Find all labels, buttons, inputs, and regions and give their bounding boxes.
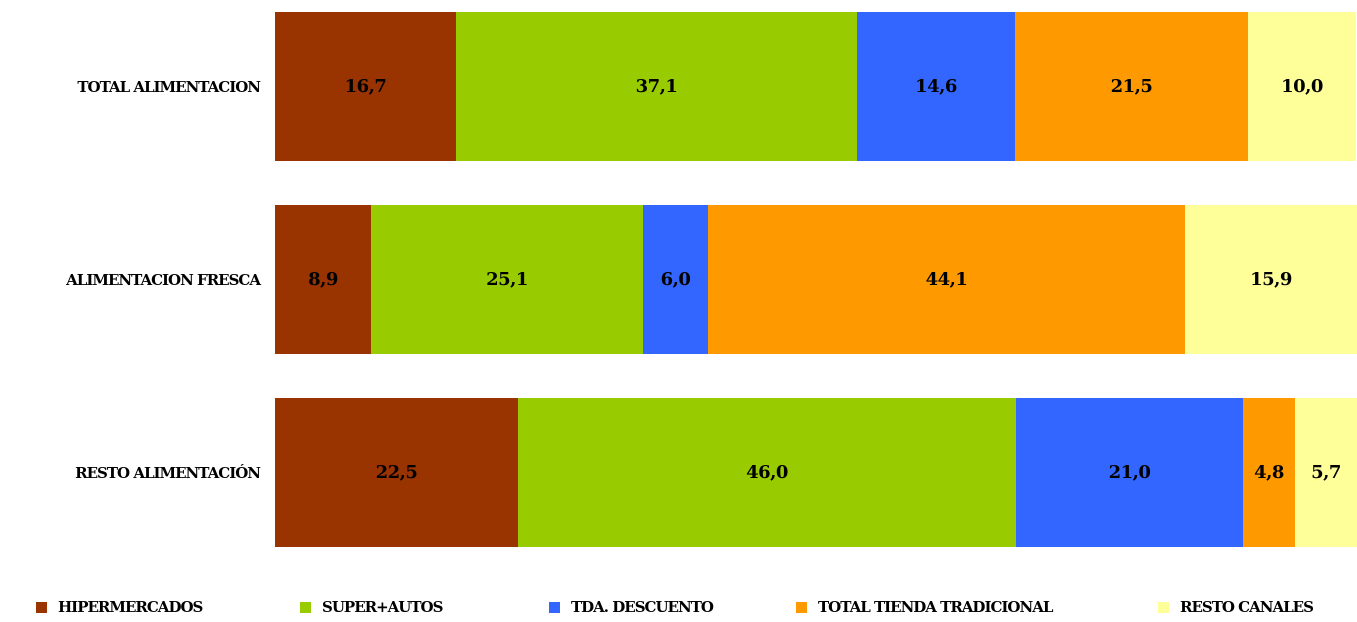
bar-row: 16,7 37,1 14,6 21,5 10,0 bbox=[275, 12, 1357, 161]
legend-item: TDA. DESCUENTO bbox=[549, 598, 714, 616]
bar-segment: 21,0 bbox=[1016, 398, 1243, 547]
legend-item: TOTAL TIENDA TRADICIONAL bbox=[796, 598, 1053, 616]
data-label: 25,1 bbox=[486, 269, 528, 290]
bar-segment: 10,0 bbox=[1248, 12, 1356, 161]
category-label: ALIMENTACION FRESCA bbox=[66, 270, 261, 289]
legend-label: HIPERMERCADOS bbox=[58, 598, 203, 616]
data-label: 46,0 bbox=[746, 462, 788, 483]
bar-segment: 44,1 bbox=[708, 205, 1185, 354]
data-label: 21,5 bbox=[1110, 76, 1153, 97]
legend-swatch bbox=[36, 601, 47, 613]
legend-item: SUPER+AUTOS bbox=[300, 598, 443, 616]
data-label: 10,0 bbox=[1281, 76, 1323, 97]
legend-label: TDA. DESCUENTO bbox=[571, 598, 714, 616]
legend-swatch bbox=[549, 601, 560, 613]
data-label: 15,9 bbox=[1250, 269, 1292, 290]
legend-label: RESTO CANALES bbox=[1180, 598, 1314, 616]
data-label: 8,9 bbox=[308, 269, 338, 290]
legend-swatch bbox=[300, 601, 311, 613]
data-label: 21,0 bbox=[1108, 462, 1151, 483]
bar-segment: 8,9 bbox=[275, 205, 371, 354]
category-label: TOTAL ALIMENTACION bbox=[77, 77, 261, 96]
data-label: 6,0 bbox=[660, 269, 691, 290]
bar-segment: 15,9 bbox=[1185, 205, 1357, 354]
bar-segment: 4,8 bbox=[1243, 398, 1295, 547]
bar-segment: 16,7 bbox=[275, 12, 456, 161]
data-label: 14,6 bbox=[915, 76, 957, 97]
data-label: 22,5 bbox=[375, 462, 418, 483]
data-label: 4,8 bbox=[1254, 462, 1284, 483]
legend-item: HIPERMERCADOS bbox=[36, 598, 203, 616]
bar-segment: 6,0 bbox=[643, 205, 708, 354]
bar-segment: 37,1 bbox=[456, 12, 857, 161]
category-label: RESTO ALIMENTACIÓN bbox=[75, 463, 261, 482]
bar-segment: 22,5 bbox=[275, 398, 518, 547]
data-label: 5,7 bbox=[1311, 462, 1341, 483]
data-label: 16,7 bbox=[344, 76, 387, 97]
legend-label: TOTAL TIENDA TRADICIONAL bbox=[818, 598, 1053, 616]
bar-segment: 5,7 bbox=[1295, 398, 1357, 547]
bar-segment: 14,6 bbox=[857, 12, 1015, 161]
legend-label: SUPER+AUTOS bbox=[322, 598, 443, 616]
legend-item: RESTO CANALES bbox=[1158, 598, 1314, 616]
legend-swatch bbox=[1158, 601, 1169, 613]
data-label: 37,1 bbox=[635, 76, 678, 97]
bar-row: 8,9 25,1 6,0 44,1 15,9 bbox=[275, 205, 1357, 354]
legend: HIPERMERCADOS SUPER+AUTOS TDA. DESCUENTO TO… bbox=[0, 598, 1357, 622]
bar-segment: 46,0 bbox=[518, 398, 1016, 547]
data-label: 44,1 bbox=[925, 269, 968, 290]
bar-segment: 21,5 bbox=[1015, 12, 1248, 161]
bar-row: 22,5 46,0 21,0 4,8 5,7 bbox=[275, 398, 1357, 547]
legend-swatch bbox=[796, 601, 807, 613]
bar-segment: 25,1 bbox=[371, 205, 643, 354]
